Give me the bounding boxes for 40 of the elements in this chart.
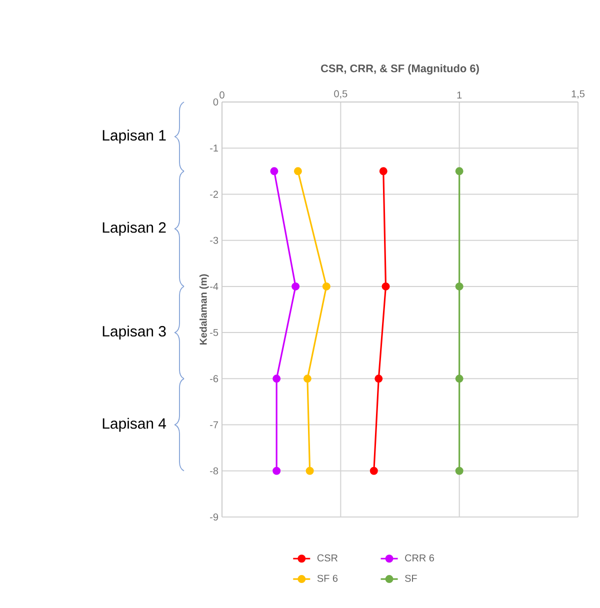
point	[455, 374, 464, 383]
y-tick-label: -9	[210, 513, 218, 521]
y-tick-label: 0	[213, 98, 218, 106]
point	[292, 282, 300, 290]
y-tick-label: -3	[210, 236, 218, 244]
legend-label: CRR 6	[405, 554, 434, 562]
point	[270, 167, 278, 176]
y-axis-title: Kedalaman (m)	[199, 274, 209, 345]
point	[455, 282, 464, 290]
text: Lapisan 4	[102, 418, 166, 432]
y-tick-label: -4	[210, 283, 218, 290]
point	[374, 374, 383, 383]
y-tick-label: -8	[210, 467, 218, 474]
point	[379, 167, 388, 176]
point	[322, 282, 330, 290]
text: Lapisan 1	[102, 130, 166, 144]
text: Lapisan 2	[102, 222, 166, 236]
y-tick-label: -1	[210, 144, 218, 152]
point	[455, 167, 464, 176]
point	[294, 167, 302, 176]
point	[455, 466, 464, 475]
text: Lapisan 3	[102, 326, 166, 340]
x-tick-label: 1	[457, 92, 462, 98]
chart-title: CSR, CRR, & SF (Magnitudo 6)	[321, 64, 479, 75]
point	[272, 374, 281, 383]
point	[303, 374, 312, 383]
legend-label: SF	[405, 574, 417, 582]
point	[272, 466, 281, 475]
legend-label: CSR	[317, 554, 338, 562]
y-tick-label: -2	[210, 190, 218, 198]
x-tick-label: 0	[220, 91, 224, 98]
point	[382, 282, 390, 290]
y-tick-label: -5	[210, 329, 218, 336]
x-tick-label: 1,5	[572, 90, 585, 98]
point	[370, 466, 378, 475]
y-tick-label: -6	[210, 375, 218, 382]
x-tick-label: 0,5	[334, 90, 348, 98]
y-tick-label: -7	[210, 421, 218, 428]
point	[306, 466, 314, 475]
legend-label: SF 6	[317, 574, 338, 582]
